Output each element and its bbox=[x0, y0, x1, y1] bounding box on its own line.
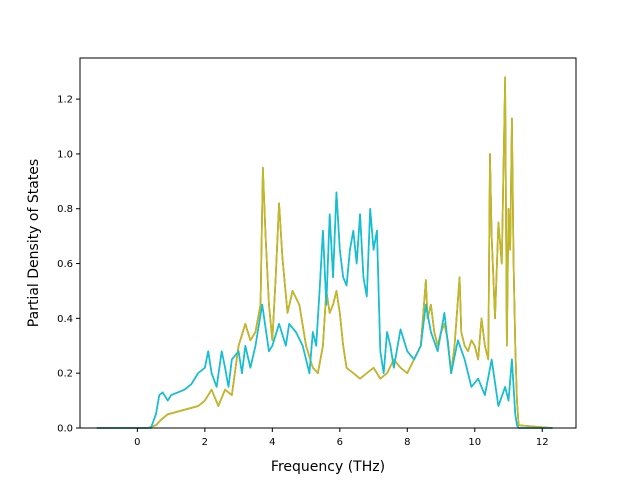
x-axis-ticks: 0 2 4 6 8 10 12 bbox=[134, 428, 549, 448]
y-tick-label: 0.8 bbox=[57, 204, 73, 215]
x-tick-label: 12 bbox=[536, 437, 549, 448]
y-tick-label: 0.2 bbox=[57, 369, 73, 380]
x-tick-label: 6 bbox=[337, 437, 343, 448]
x-tick-label: 0 bbox=[134, 437, 140, 448]
y-tick-label: 0.6 bbox=[57, 259, 73, 270]
y-axis-label: Partial Density of States bbox=[26, 159, 42, 327]
y-tick-label: 1.2 bbox=[57, 95, 73, 106]
x-tick-label: 4 bbox=[269, 437, 275, 448]
series-line-3 bbox=[96, 76, 553, 429]
series-layer bbox=[96, 76, 553, 429]
y-tick-label: 0.0 bbox=[57, 424, 73, 435]
y-axis-ticks: 0.0 0.2 0.4 0.6 0.8 1.0 1.2 bbox=[57, 95, 80, 435]
x-tick-label: 10 bbox=[468, 437, 481, 448]
x-tick-label: 2 bbox=[202, 437, 208, 448]
series-line-4 bbox=[96, 191, 553, 429]
y-tick-label: 0.4 bbox=[57, 314, 73, 325]
plot-frame bbox=[79, 57, 577, 429]
y-tick-label: 1.0 bbox=[57, 149, 73, 160]
x-tick-label: 8 bbox=[404, 437, 410, 448]
x-axis-label: Frequency (THz) bbox=[271, 459, 385, 475]
